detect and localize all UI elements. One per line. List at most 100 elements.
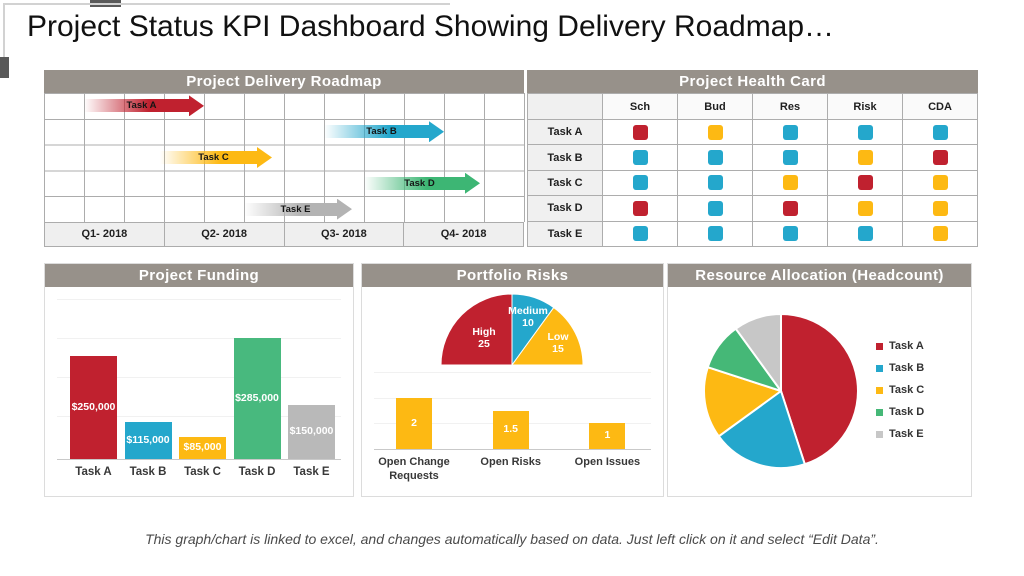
health-row-label: Task A bbox=[528, 120, 603, 146]
health-status-cell bbox=[903, 170, 978, 197]
resource-title: Resource Allocation (Headcount) bbox=[668, 264, 971, 287]
legend-item-task-a: Task A bbox=[876, 335, 924, 357]
health-status-cell bbox=[903, 120, 978, 146]
gauge-slice-label: Low 15 bbox=[548, 331, 570, 355]
page-title: Project Status KPI Dashboard Showing Del… bbox=[27, 10, 835, 43]
legend-item-task-e: Task E bbox=[876, 423, 924, 445]
panel-health-card: Project Health Card Sch Bud Res Risk CDA Task… bbox=[527, 70, 978, 247]
decor-corner-frame bbox=[3, 3, 450, 57]
bar-value-label: 1.5 bbox=[503, 423, 518, 435]
legend-swatch-icon bbox=[876, 342, 883, 350]
chart-gridline bbox=[57, 338, 341, 339]
gantt-bar-task-c: Task C bbox=[160, 151, 257, 164]
health-status-cell bbox=[828, 170, 903, 197]
chart-gridline bbox=[57, 416, 341, 417]
status-blue-square bbox=[857, 124, 873, 140]
health-status-cell bbox=[903, 145, 978, 171]
gantt-bar-label: Task A bbox=[126, 100, 157, 112]
legend-label: Task E bbox=[889, 428, 924, 440]
resource-pie-chart[interactable] bbox=[698, 308, 864, 474]
status-gold-square bbox=[857, 150, 873, 166]
status-red-square bbox=[782, 200, 798, 216]
status-blue-square bbox=[782, 124, 798, 140]
status-blue-square bbox=[632, 226, 648, 242]
panel-portfolio-risks: Portfolio Risks 2 Open Change Requests 1.5… bbox=[361, 263, 664, 497]
health-status-cell bbox=[603, 170, 678, 197]
health-status-cell bbox=[603, 120, 678, 146]
gantt-bar-label: Task B bbox=[366, 126, 397, 138]
bar-value-label: $85,000 bbox=[183, 441, 222, 453]
health-row-label: Task C bbox=[528, 170, 603, 197]
legend-item-task-d: Task D bbox=[876, 401, 924, 423]
quarter-label: Q1- 2018 bbox=[45, 223, 165, 246]
status-gold-square bbox=[932, 226, 948, 242]
status-blue-square bbox=[707, 226, 723, 242]
bar-category-label: Task D bbox=[238, 466, 276, 478]
gauge-slice-label: High 25 bbox=[472, 326, 495, 350]
health-status-cell bbox=[603, 196, 678, 222]
status-blue-square bbox=[782, 226, 798, 242]
health-status-cell bbox=[753, 170, 828, 197]
risks-bar-chart[interactable]: 2 Open Change Requests 1.5 Open Risks 1 Open … bbox=[362, 288, 663, 496]
health-status-cell bbox=[678, 145, 753, 171]
bar-category-label: Task B bbox=[129, 466, 167, 478]
status-blue-square bbox=[632, 175, 648, 191]
health-status-cell bbox=[903, 196, 978, 222]
health-status-cell bbox=[753, 145, 828, 171]
status-blue-square bbox=[782, 150, 798, 166]
gantt-bar-task-e: Task E bbox=[244, 202, 337, 216]
bar-task-a: $250,000 bbox=[70, 356, 117, 459]
status-blue-square bbox=[707, 200, 723, 216]
bar-value-label: $250,000 bbox=[71, 400, 116, 413]
caption-text: This graph/chart is linked to excel, and… bbox=[145, 531, 879, 547]
legend-item-task-b: Task B bbox=[876, 357, 924, 379]
health-card-table[interactable]: Sch Bud Res Risk CDA Task A Task B Task C Task D… bbox=[527, 93, 978, 247]
health-column-header: Sch bbox=[603, 94, 678, 120]
health-row-label: Task B bbox=[528, 145, 603, 171]
legend-item-task-c: Task C bbox=[876, 379, 924, 401]
funding-bar-chart[interactable]: $250,000 Task A $115,000 Task B $85,000 Task … bbox=[45, 288, 353, 496]
status-red-square bbox=[857, 175, 873, 191]
bar-category-label: Task E bbox=[293, 466, 330, 478]
status-red-square bbox=[632, 124, 648, 140]
gantt-bar-task-b: Task B bbox=[324, 125, 429, 139]
quarter-label: Q4- 2018 bbox=[440, 228, 487, 240]
status-blue-square bbox=[707, 150, 723, 166]
health-status-cell bbox=[753, 196, 828, 222]
health-status-cell bbox=[753, 120, 828, 146]
panel-resource-allocation: Resource Allocation (Headcount) Task A Ta… bbox=[667, 263, 972, 497]
gantt-bar-task-a: Task A bbox=[84, 99, 189, 113]
chart-gridline bbox=[57, 377, 341, 378]
legend-swatch-icon bbox=[876, 364, 883, 372]
legend-swatch-icon bbox=[876, 430, 883, 438]
legend-label: Task C bbox=[889, 384, 925, 396]
bar-task-d: $285,000 bbox=[233, 338, 281, 459]
pie-slice-task-a bbox=[780, 313, 859, 466]
bar-open-change-requests: 2 bbox=[396, 398, 432, 449]
bar-category-label: Task A bbox=[75, 466, 112, 478]
health-status-cell bbox=[828, 221, 903, 247]
status-red-square bbox=[632, 200, 648, 216]
gantt-bar-label: Task C bbox=[198, 152, 229, 163]
health-column-header: CDA bbox=[903, 94, 978, 120]
pie-slice-task-b bbox=[717, 390, 806, 469]
roadmap-quarter-axis: Q1- 2018 Q2- 2018 Q3- 2018 Q4- 2018 bbox=[44, 222, 524, 247]
roadmap-gantt-chart[interactable]: Task A Task B Task C Task D Task E bbox=[44, 93, 525, 222]
legend-label: Task B bbox=[889, 362, 925, 374]
chart-baseline bbox=[374, 449, 651, 450]
status-red-square bbox=[932, 150, 948, 166]
gauge-slice-low bbox=[511, 306, 584, 366]
health-status-cell bbox=[603, 221, 678, 247]
bar-value-label: $115,000 bbox=[126, 433, 170, 446]
gantt-bar-label: Task D bbox=[404, 177, 435, 189]
legend-swatch-icon bbox=[876, 408, 883, 416]
health-card-title: Project Health Card bbox=[527, 70, 978, 93]
gantt-arrowhead-icon bbox=[337, 198, 352, 220]
bar-value-label: 2 bbox=[411, 416, 417, 429]
health-status-cell bbox=[828, 145, 903, 171]
health-status-cell bbox=[678, 170, 753, 197]
risks-title: Portfolio Risks bbox=[362, 264, 663, 287]
chart-gridline bbox=[374, 372, 651, 373]
